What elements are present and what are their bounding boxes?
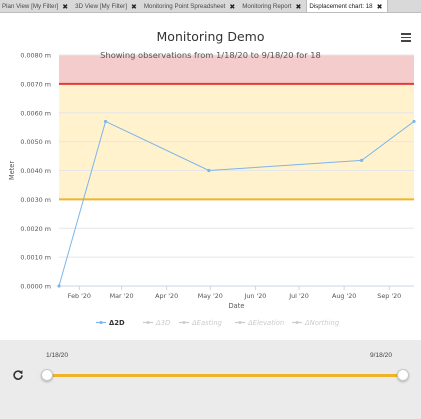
- data-point: [207, 168, 211, 173]
- legend-item[interactable]: ΔEasting: [179, 319, 223, 327]
- range-end-handle[interactable]: [397, 369, 409, 381]
- close-icon[interactable]: ✖: [295, 2, 302, 11]
- y-tick-label: 0.0030 m: [20, 196, 51, 204]
- x-tick-label: May '20: [198, 292, 223, 300]
- tab-1[interactable]: 3D View [My Filter] ✖: [73, 0, 142, 12]
- y-tick-label: 0.0040 m: [20, 167, 51, 175]
- displacement-chart: 0.0000 m 0.0010 m 0.0020 m 0.0030 m 0.0040 m…: [8, 52, 416, 327]
- chart-subtitle: Showing observations from 1/18/20 to 9/1…: [100, 50, 321, 60]
- legend-label: ΔEasting: [191, 319, 223, 327]
- legend-label: Δ2D: [109, 319, 125, 327]
- y-tick-label: 0.0080 m: [20, 52, 51, 60]
- legend-label: ΔNorthing: [304, 319, 340, 327]
- x-tick-label: Sep '20: [377, 292, 401, 300]
- y-axis-title: Meter: [8, 161, 16, 180]
- threshold-band: [59, 55, 414, 84]
- legend-item[interactable]: Δ2D: [96, 319, 125, 327]
- data-point: [103, 119, 108, 124]
- data-point: [57, 284, 61, 288]
- y-tick-label: 0.0010 m: [20, 254, 51, 262]
- tab-label: Monitoring Report: [242, 3, 292, 10]
- tab-4[interactable]: Displacement chart: 18 ✖: [306, 0, 389, 12]
- legend-marker: [99, 321, 103, 324]
- close-icon[interactable]: ✖: [62, 2, 69, 11]
- legend-marker: [182, 321, 186, 324]
- data-point: [360, 158, 364, 162]
- refresh-icon[interactable]: [12, 369, 24, 381]
- legend-label: Δ3D: [155, 319, 170, 327]
- tab-strip: Plan View [My Filter] ✖ 3D View [My Filter…: [0, 0, 421, 13]
- close-icon[interactable]: ✖: [130, 2, 137, 11]
- legend-item[interactable]: ΔElevation: [235, 319, 284, 327]
- tab-label: Displacement chart: 18: [309, 3, 373, 10]
- tab-label: Monitoring Point Spreadsheet: [143, 3, 226, 10]
- range-start-handle[interactable]: [41, 369, 53, 381]
- y-tick-label: 0.0020 m: [20, 225, 51, 233]
- legend-label: ΔElevation: [247, 319, 284, 327]
- tab-2[interactable]: Monitoring Point Spreadsheet ✖: [142, 0, 240, 12]
- legend-marker: [238, 321, 242, 324]
- date-range-slider-track[interactable]: [48, 374, 403, 377]
- x-tick-label: Aug '20: [332, 292, 356, 300]
- tab-3[interactable]: Monitoring Report ✖: [240, 0, 306, 12]
- x-tick-label: Feb '20: [68, 292, 91, 300]
- y-tick-label: 0.0000 m: [20, 283, 51, 291]
- close-icon[interactable]: ✖: [229, 2, 236, 11]
- x-tick-label: Apr '20: [155, 292, 178, 300]
- chart-panel: 0.0000 m 0.0010 m 0.0020 m 0.0030 m 0.0040 m…: [0, 13, 421, 340]
- close-icon[interactable]: ✖: [376, 2, 383, 11]
- data-point: [412, 119, 416, 124]
- legend-marker: [295, 321, 299, 324]
- tab-label: 3D View [My Filter]: [75, 3, 127, 10]
- range-start-label: 1/18/20: [46, 352, 68, 359]
- x-tick-label: Mar '20: [110, 292, 134, 300]
- x-tick-label: Jul '20: [288, 292, 309, 300]
- y-tick-label: 0.0060 m: [20, 109, 51, 117]
- hamburger-menu-icon[interactable]: [401, 33, 411, 42]
- x-tick-label: Jun '20: [243, 292, 266, 300]
- y-tick-label: 0.0070 m: [20, 80, 51, 88]
- legend-item[interactable]: ΔNorthing: [292, 319, 340, 327]
- x-axis-title: Date: [229, 302, 245, 310]
- legend-marker: [146, 321, 150, 324]
- chart-title: Monitoring Demo: [156, 29, 265, 44]
- range-end-label: 9/18/20: [370, 352, 392, 359]
- legend-item[interactable]: Δ3D: [143, 319, 170, 327]
- date-range-panel: 1/18/20 9/18/20: [0, 340, 421, 419]
- y-tick-label: 0.0050 m: [20, 138, 51, 146]
- tab-0[interactable]: Plan View [My Filter] ✖: [0, 0, 73, 12]
- tab-label: Plan View [My Filter]: [2, 3, 59, 10]
